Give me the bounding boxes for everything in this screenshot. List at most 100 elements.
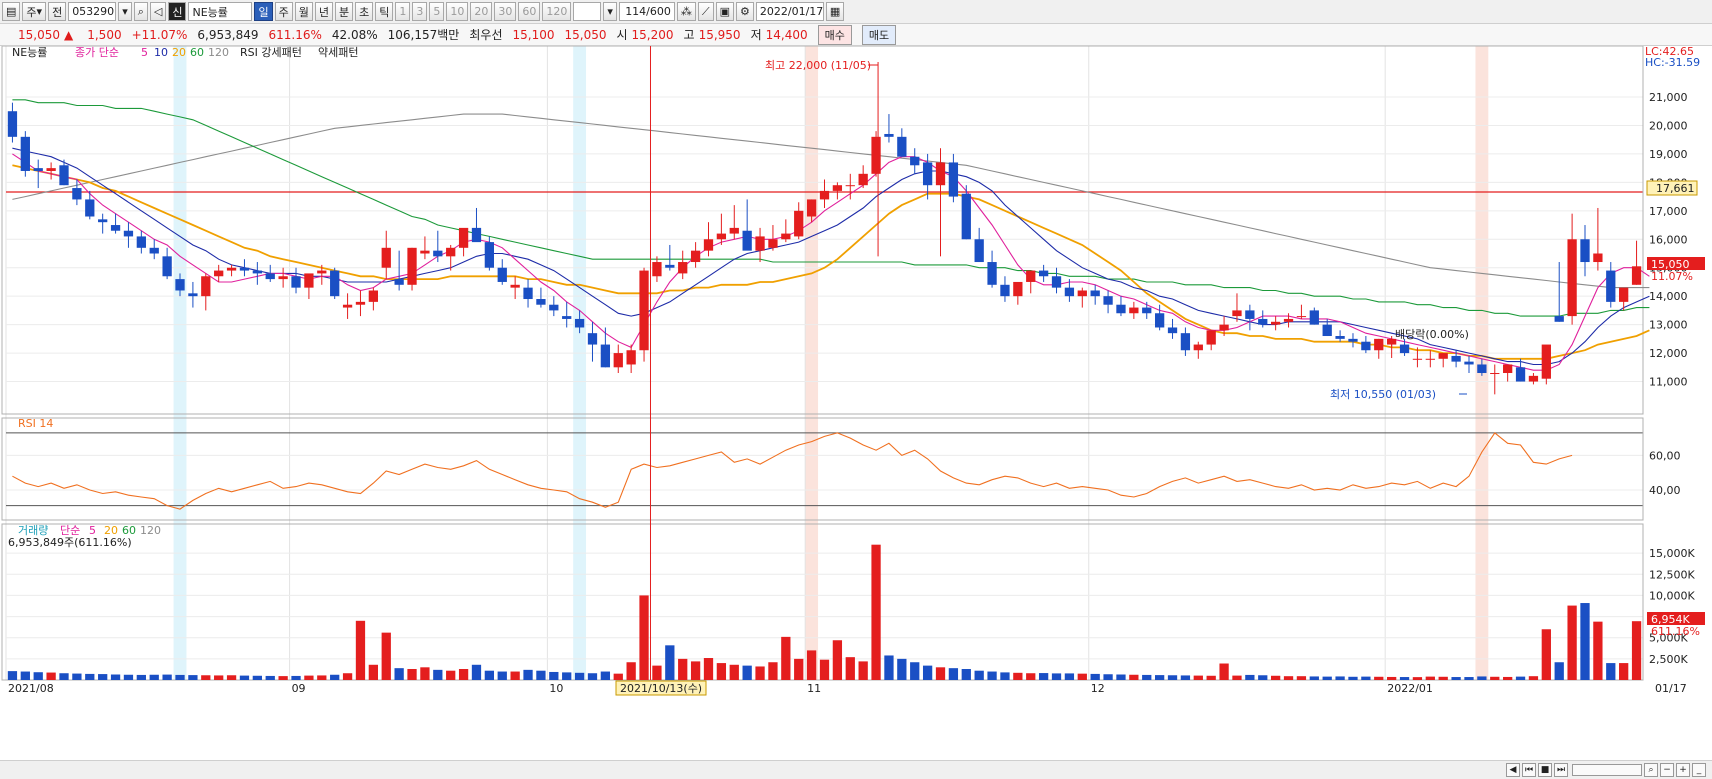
candle-body: [1038, 270, 1049, 277]
item-type-select[interactable]: 주 ▾: [22, 2, 47, 21]
period-second-tab[interactable]: 초: [355, 2, 374, 21]
candle-body: [523, 287, 533, 300]
legend-vol-ma-5: 5: [89, 524, 96, 537]
volume-bar: [1077, 673, 1087, 680]
minimize-icon[interactable]: _: [1692, 763, 1706, 777]
stop-icon[interactable]: ■: [1538, 763, 1552, 777]
volume-bar: [1154, 675, 1165, 680]
zoom-out-icon[interactable]: −: [1660, 763, 1674, 777]
candle-body: [1361, 341, 1371, 351]
item-type-all-button[interactable]: 전: [48, 2, 67, 21]
x-tick-label: 2022/01: [1387, 682, 1433, 695]
volume-bar: [1554, 662, 1564, 680]
period-year-tab[interactable]: 년: [314, 2, 333, 21]
candle-body: [1554, 316, 1564, 322]
volume-tick-label: 10,000K: [1649, 589, 1695, 602]
candle-body: [471, 227, 482, 243]
volume-bar: [291, 675, 301, 680]
volume-bar: [1477, 676, 1487, 680]
period-day-tab[interactable]: 일: [254, 2, 273, 21]
price-tag: [1647, 257, 1705, 270]
stock-code-input[interactable]: 053290: [68, 2, 117, 21]
volume-bar: [1245, 674, 1255, 680]
zoom-icon[interactable]: ⌕: [1644, 763, 1658, 777]
volume-bar: [845, 657, 855, 680]
volume-bar: [574, 672, 585, 680]
period-week-tab[interactable]: 주: [274, 2, 293, 21]
sound-icon[interactable]: ◁: [149, 2, 167, 21]
volume-bar: [265, 675, 275, 680]
date-field[interactable]: 2022/01/17: [755, 2, 824, 21]
volume-bar: [381, 632, 391, 680]
search-icon[interactable]: ⌕: [133, 2, 148, 21]
candle-body: [1451, 355, 1461, 362]
bottom-scrollbar[interactable]: ◀ ⏮ ■ ⏭ ⌕ − + _: [0, 760, 1712, 779]
draw-tool-icon[interactable]: ⟋: [697, 2, 714, 21]
candle-body: [1528, 375, 1539, 382]
interval-10-button[interactable]: 10: [446, 2, 469, 21]
save-icon[interactable]: ▣: [715, 2, 734, 21]
calendar-icon[interactable]: ▦: [825, 2, 845, 21]
volume-bar: [1528, 676, 1539, 680]
interval-input[interactable]: [573, 2, 602, 21]
sell-button[interactable]: 매도: [861, 24, 897, 45]
rsi-tick-label: 60,00: [1649, 449, 1681, 462]
volume-bar: [974, 670, 984, 680]
interval-60-button[interactable]: 60: [518, 2, 541, 21]
candle-body: [1541, 344, 1551, 379]
candle-body: [987, 262, 997, 285]
legend-pattern-bull: RSI 강세패턴: [240, 46, 302, 59]
highlight-band: [573, 46, 587, 680]
volume-bar: [1309, 676, 1319, 680]
gear-icon[interactable]: ⚙: [736, 2, 754, 21]
interval-30-button[interactable]: 30: [494, 2, 517, 21]
candle-body: [46, 168, 56, 171]
interval-120-button[interactable]: 120: [542, 2, 572, 21]
candle-body: [1283, 318, 1294, 322]
volume-bar: [85, 673, 95, 680]
indicator-icon[interactable]: ⁂: [676, 2, 696, 21]
candle-body: [239, 267, 250, 271]
volume-bar: [420, 667, 430, 680]
zoom-in-icon[interactable]: +: [1676, 763, 1690, 777]
code-dropdown-icon[interactable]: ▾: [118, 2, 132, 21]
interval-1-button[interactable]: 1: [395, 2, 411, 21]
pane-frame: [1, 417, 1644, 521]
price-tick-label: 19,000: [1649, 148, 1688, 161]
stock-chart[interactable]: 2021/08 09 10 11 12 2022/01 21,000 20,000 19,000…: [0, 46, 1712, 760]
candle-body: [226, 267, 237, 271]
chart-menu-icon[interactable]: ▤: [2, 2, 21, 21]
interval-20-button[interactable]: 20: [470, 2, 493, 21]
buy-button[interactable]: 매수: [817, 24, 852, 45]
period-minute-tab[interactable]: 분: [334, 2, 354, 21]
volume-bar: [1387, 676, 1397, 680]
price-change-pct: +11.07%: [131, 27, 188, 42]
stock-name-field[interactable]: NE능률: [188, 2, 253, 21]
candle-body: [1412, 358, 1423, 360]
ma60-line: [12, 99, 1650, 317]
scroll-last-icon[interactable]: ⏭: [1554, 763, 1568, 777]
period-month-tab[interactable]: 월: [294, 2, 313, 21]
candle-body: [1567, 239, 1577, 317]
candle-body: [1232, 310, 1242, 317]
volume-bar: [716, 663, 727, 680]
candle-body: [922, 162, 933, 186]
volume-pct-tag-value: 611.16%: [1651, 625, 1700, 638]
scroll-track[interactable]: [1572, 764, 1642, 776]
volume-bar: [110, 674, 121, 680]
volume-bar: [1399, 677, 1410, 680]
volume-bar: [1348, 676, 1358, 680]
volume-bar: [458, 669, 469, 680]
scroll-first-icon[interactable]: ⏮: [1522, 763, 1536, 777]
low-label: 저: [750, 28, 762, 42]
interval-5-button[interactable]: 5: [429, 2, 445, 21]
period-tick-tab[interactable]: 틱: [375, 2, 394, 21]
data-count-field[interactable]: 114/600: [618, 2, 675, 21]
volume-bar: [497, 671, 507, 680]
volume-bar: [394, 668, 404, 680]
candle-body: [858, 173, 868, 186]
scroll-left-icon[interactable]: ◀: [1506, 763, 1520, 777]
interval-3-button[interactable]: 3: [412, 2, 428, 21]
interval-dropdown-icon[interactable]: ▾: [603, 2, 617, 21]
candle-body: [162, 256, 172, 277]
